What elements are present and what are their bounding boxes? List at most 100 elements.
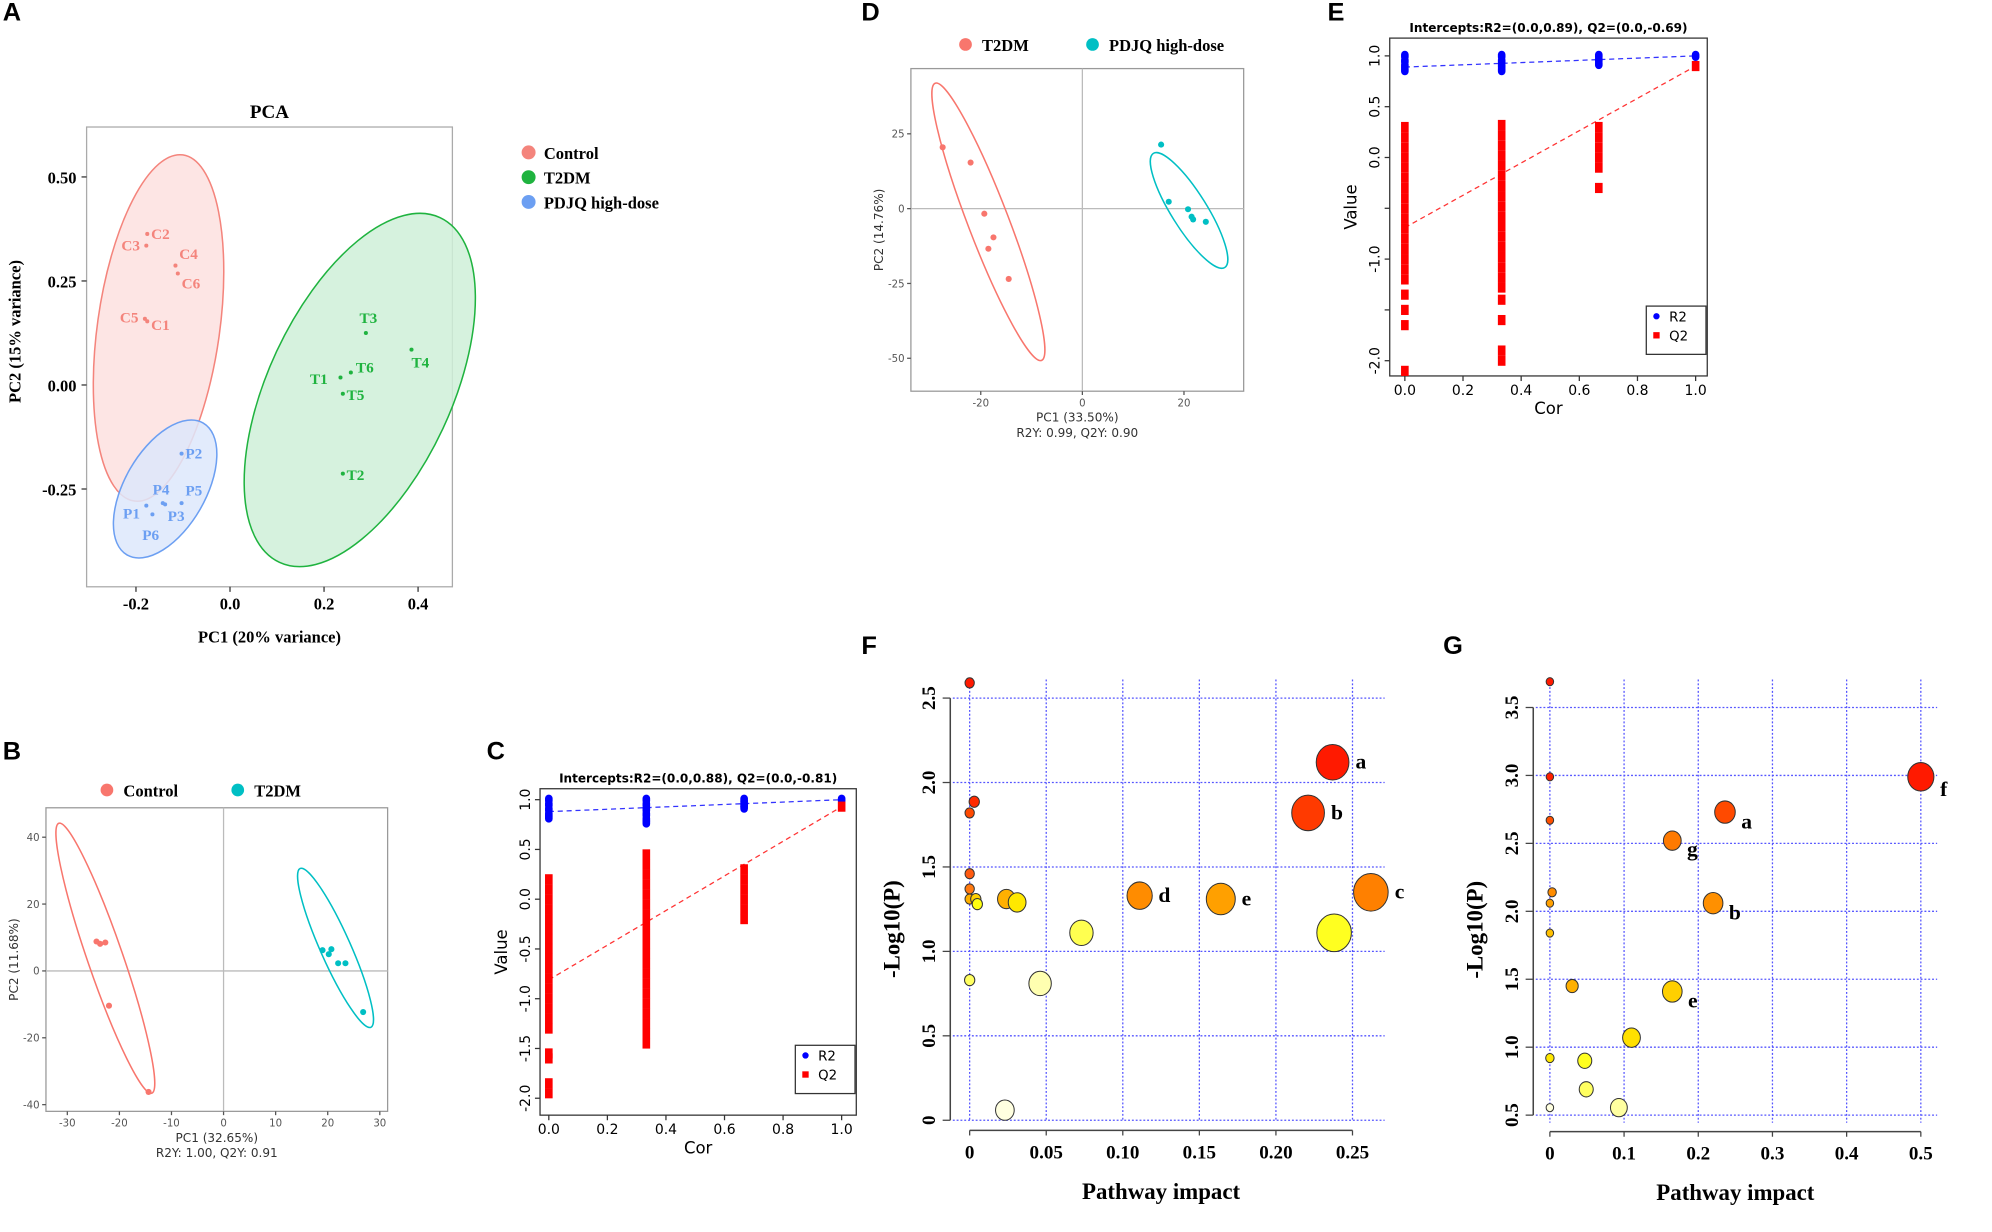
plot-frame [45, 807, 389, 1112]
x-tick-label: 0.05 [1030, 1142, 1063, 1163]
y-tick-label: 40 [27, 833, 40, 844]
bubble-label: b [1729, 900, 1741, 924]
pathway-bubble [964, 973, 976, 987]
q2-point [642, 889, 651, 900]
x-tick-label: 10 [269, 1119, 282, 1130]
model-stats: R2Y: 0.99, Q2Y: 0.90 [1016, 426, 1138, 440]
q2-point [1594, 132, 1603, 143]
x-tick-label: 0.20 [1259, 1142, 1292, 1163]
q2-point [1497, 314, 1506, 326]
data-point [338, 375, 343, 380]
q2-point [545, 933, 553, 945]
y-tick-label: -50 [888, 354, 905, 365]
x-tick-label: 0.6 [713, 1122, 735, 1138]
data-point [102, 939, 109, 946]
y-axis-label: PC2 (11.68%) [7, 918, 21, 1001]
pathway-bubble [1545, 898, 1555, 908]
legend-marker [231, 783, 245, 797]
q2-point [642, 948, 651, 960]
q2-point [1497, 282, 1506, 293]
pathway-bubble [1316, 913, 1352, 953]
y-axis-label: PC2 (15% variance) [6, 260, 25, 403]
point-label: P4 [153, 481, 170, 498]
q2-point [1401, 233, 1409, 244]
data-point [967, 159, 974, 166]
bubble-label: f [1940, 777, 1948, 801]
q2-point [642, 938, 651, 950]
q2-point [1401, 121, 1409, 133]
y-tick-label: -2.0 [1368, 347, 1384, 374]
q2-point [1497, 241, 1506, 252]
bubble-label: e [1242, 886, 1252, 910]
legend-label: T2DM [544, 169, 591, 188]
q2-point [740, 884, 748, 895]
pathway-bubble [1007, 892, 1027, 913]
y-tick-label: 1.0 [1368, 45, 1384, 67]
pathway-bubble [1315, 743, 1350, 781]
data-point [348, 370, 353, 375]
data-point [1190, 216, 1197, 223]
x-tick-label: 20 [321, 1119, 334, 1130]
bubble-label: g [1687, 837, 1698, 861]
data-point [340, 471, 345, 476]
chart-title: Intercepts:R2=(0.0,0.89), Q2=(0.0,-0.69) [1409, 21, 1687, 35]
q2-point [642, 1028, 651, 1039]
q2-point [837, 801, 846, 812]
q2-point [1401, 289, 1409, 300]
data-point [328, 946, 335, 953]
pathway-bubble [1291, 794, 1325, 832]
confidence-ellipse [931, 82, 1046, 362]
q2-point [1401, 254, 1409, 265]
q2-point [545, 973, 553, 984]
y-axis-label: Value [492, 929, 511, 974]
q2-point [1497, 262, 1506, 273]
y-tick-label: -0.25 [42, 480, 76, 499]
y-tick-label: 2.5 [1502, 831, 1523, 855]
pathway-bubble [1545, 677, 1555, 687]
q2-point [740, 904, 748, 915]
q2-point [1497, 251, 1506, 263]
r2-point [642, 817, 651, 828]
q2-point [642, 859, 651, 870]
x-tick-label: 0.4 [1510, 383, 1532, 399]
x-tick-label: -20 [111, 1119, 128, 1130]
legend-marker [521, 170, 536, 185]
y-tick-label: 0.0 [1368, 146, 1384, 168]
legend-marker [802, 1052, 809, 1059]
y-tick-label: 2.0 [1502, 899, 1523, 923]
pathway-bubble [1702, 891, 1724, 915]
legend-label: Control [544, 144, 599, 163]
point-label: T6 [356, 360, 374, 377]
q2-point [642, 998, 651, 1009]
q2-point [1497, 211, 1506, 222]
q2-point [1497, 231, 1506, 242]
point-label: C2 [151, 226, 170, 243]
bubble-label: d [1158, 883, 1170, 907]
y-tick-label: -0.5 [518, 935, 534, 962]
data-point [325, 951, 332, 958]
q2-point [1497, 130, 1506, 141]
legend-label: PDJQ high-dose [544, 193, 659, 212]
data-point [1165, 198, 1172, 205]
q2-point [1497, 355, 1506, 366]
q2-point [545, 1023, 553, 1034]
q2-point [740, 914, 748, 925]
q2-point [545, 1013, 553, 1024]
q2-point [740, 894, 748, 905]
legend-marker [1086, 38, 1099, 51]
q2-point [1401, 193, 1409, 204]
x-axis-label: Cor [684, 1138, 713, 1157]
legend-marker [1653, 313, 1660, 320]
q2-point [1497, 119, 1506, 131]
point-label: C3 [121, 238, 140, 255]
q2-point [545, 963, 553, 974]
data-point [179, 451, 184, 456]
panel-e-permutation: Intercepts:R2=(0.0,0.89), Q2=(0.0,-0.69)… [1342, 21, 1708, 418]
data-point [145, 1088, 152, 1095]
regression-line-q2 [1404, 65, 1696, 229]
x-tick-label: 0 [1079, 398, 1085, 409]
y-tick-label: 0.00 [48, 376, 77, 395]
q2-point [545, 953, 553, 964]
legend-label: Control [123, 781, 178, 800]
q2-point [1401, 142, 1409, 153]
